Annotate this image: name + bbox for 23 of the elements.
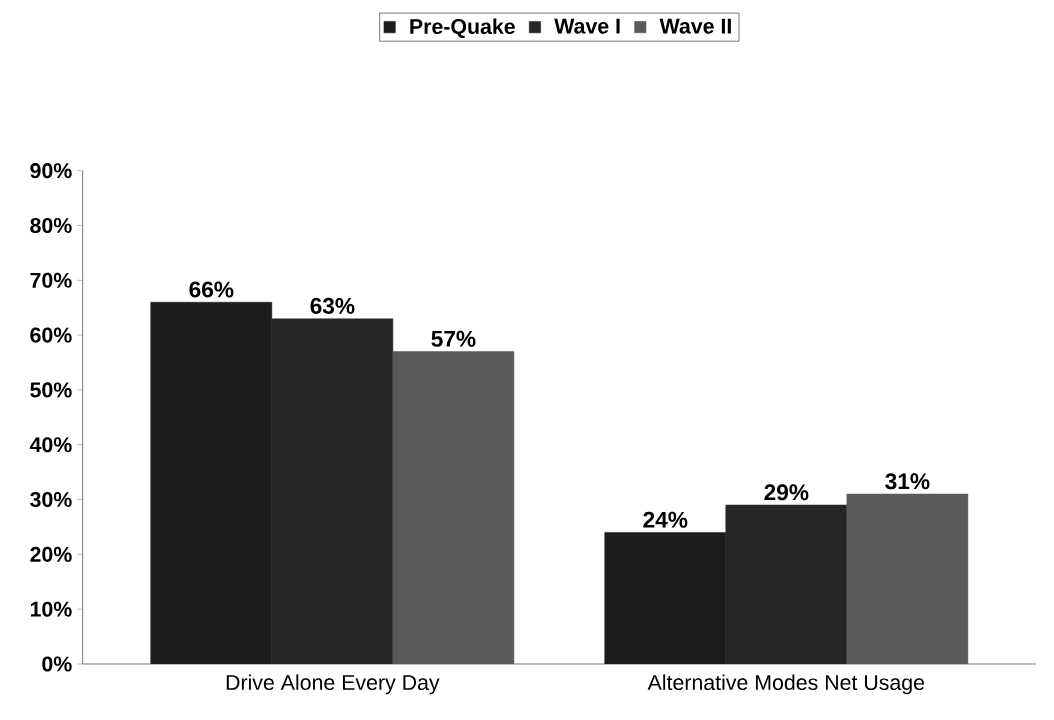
data-label: 57% <box>431 330 476 347</box>
x-tick-label: Drive Alone Every Day <box>226 674 440 695</box>
data-label: 66% <box>189 281 234 298</box>
y-tick-label: 80% <box>30 217 72 234</box>
x-tick-label: Alternative Modes Net Usage <box>647 674 925 695</box>
y-tick-label: 60% <box>30 327 72 343</box>
y-tick-label: 10% <box>30 601 72 617</box>
y-tick-label: 30% <box>30 491 72 508</box>
y-tick-label: 70% <box>30 272 72 288</box>
y-tick-label: 20% <box>30 546 72 562</box>
y-tick-label: 40% <box>29 437 72 453</box>
y-tick-label: 90% <box>30 163 72 179</box>
data-label: 24% <box>643 511 688 528</box>
data-label: 29% <box>764 484 809 501</box>
legend-label: Wave II <box>659 18 731 34</box>
legend-label: Pre-Quake <box>410 18 515 39</box>
bar <box>392 351 515 664</box>
data-label: 31% <box>885 473 930 490</box>
y-tick-label: 0% <box>42 656 72 672</box>
y-tick-label: 50% <box>30 382 72 398</box>
bar <box>846 493 969 664</box>
data-label: 63% <box>310 297 355 314</box>
legend-label: Wave I <box>554 18 620 34</box>
